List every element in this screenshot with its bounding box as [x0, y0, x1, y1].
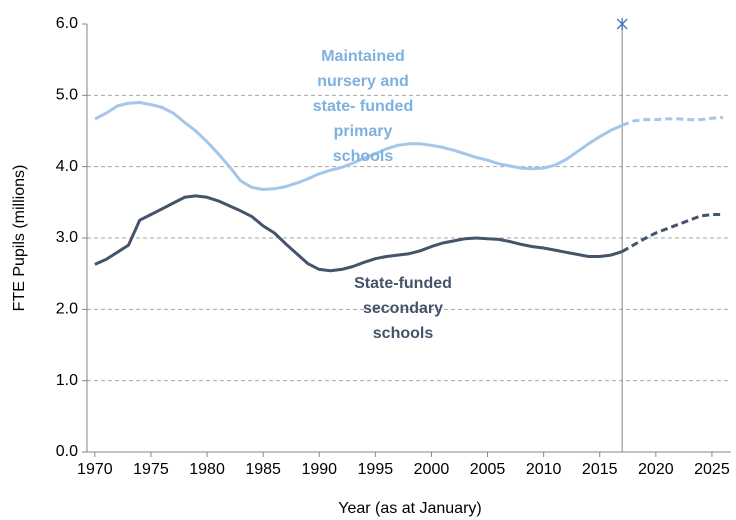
x-tick-label: 1980: [189, 461, 225, 478]
series-label: nursery and: [317, 73, 409, 90]
y-tick-label: 6.0: [56, 15, 78, 32]
x-tick-label: 2020: [638, 461, 674, 478]
x-tick-label: 1990: [301, 461, 337, 478]
series-label: schools: [373, 325, 434, 342]
x-tick-label: 1975: [133, 461, 169, 478]
series-label: Maintained: [321, 48, 405, 65]
x-tick-label: 2005: [470, 461, 506, 478]
x-tick-label: 2010: [526, 461, 562, 478]
x-tick-label: 2015: [582, 461, 618, 478]
x-tick-label: 1970: [77, 461, 113, 478]
y-axis-title: FTE Pupils (millions): [11, 165, 28, 312]
series-label: schools: [333, 148, 394, 165]
x-tick-label: 2000: [414, 461, 450, 478]
marker-star: [616, 18, 628, 30]
series-label: State-funded: [354, 275, 452, 292]
y-tick-label: 5.0: [56, 87, 78, 104]
x-axis-title: Year (as at January): [338, 500, 481, 517]
series-label: primary: [334, 123, 393, 140]
y-tick-label: 2.0: [56, 301, 78, 318]
y-tick-label: 0.0: [56, 443, 78, 460]
x-tick-label: 1995: [358, 461, 394, 478]
series-line: [94, 101, 623, 191]
series-label: state- funded: [313, 98, 413, 115]
y-tick-label: 3.0: [56, 229, 78, 246]
series-line: [621, 213, 724, 253]
y-tick-label: 4.0: [56, 158, 78, 175]
series-line: [621, 115, 724, 127]
y-tick-label: 1.0: [56, 372, 78, 389]
series-line: [94, 194, 623, 273]
x-tick-label: 1985: [245, 461, 281, 478]
x-tick-label: 2025: [694, 461, 730, 478]
series-label: secondary: [363, 300, 443, 317]
